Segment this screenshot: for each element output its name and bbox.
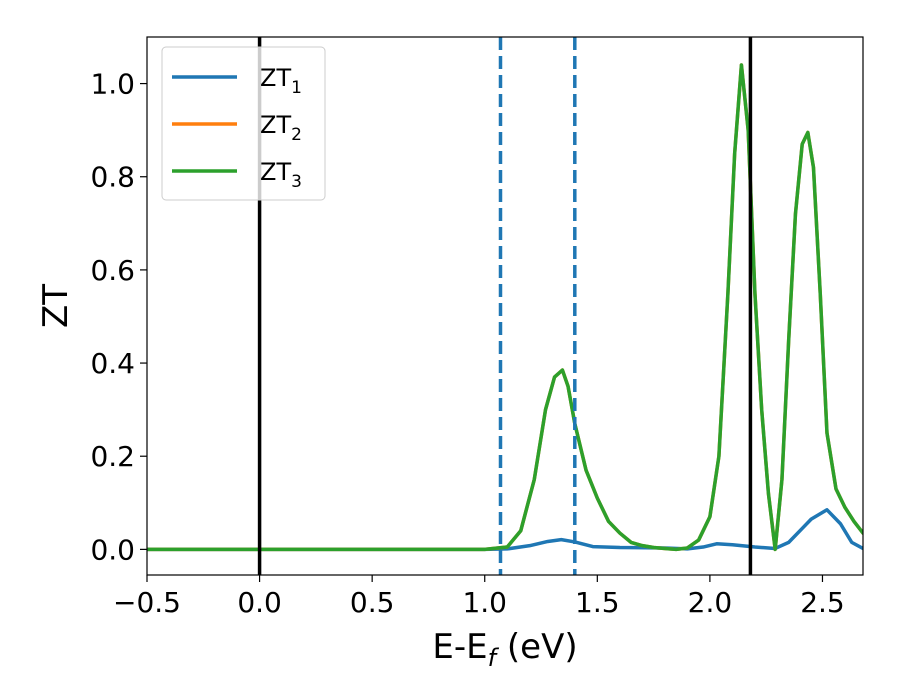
legend: ZT1 ZT2 ZT3	[161, 46, 326, 201]
x-tick-label: 1.5	[575, 586, 620, 619]
legend-box	[161, 46, 326, 201]
y-tick-label: 0.6	[90, 254, 135, 287]
x-axis-ticks: −0.5 0.0 0.5 1.0 1.5 2.0 2.5	[113, 575, 845, 619]
series-line-3	[147, 63, 863, 552]
x-tick-label: 1.0	[462, 586, 507, 619]
axes: −0.5 0.0 0.5 1.0 1.5 2.0 2.5 0.0 0.2 0.4 0.6 0.8 1.…	[90, 36, 864, 619]
x-tick-label: −0.5	[113, 586, 181, 619]
legend-label-2: ZT2	[260, 111, 302, 145]
y-tick-label: 0.2	[90, 440, 135, 473]
series-line-1	[147, 508, 863, 552]
axes-frame	[146, 36, 864, 576]
x-axis-label-unit: (eV)	[496, 627, 578, 667]
x-tick-label: 0.0	[237, 586, 282, 619]
legend-label-1: ZT1	[260, 64, 302, 98]
y-tick-label: 0.0	[90, 533, 135, 566]
x-axis-label-main: E-E	[432, 627, 487, 667]
legend-label-3: ZT3	[260, 158, 302, 192]
y-tick-label: 0.4	[90, 347, 135, 380]
y-axis-ticks: 0.0 0.2 0.4 0.6 0.8 1.0	[90, 68, 147, 566]
x-axis-label: E-Ef (eV)	[432, 627, 577, 672]
x-tick-label: 2.0	[688, 586, 733, 619]
x-tick-label: 0.5	[350, 586, 395, 619]
x-tick-label: 2.5	[800, 586, 845, 619]
y-axis-label: ZT	[36, 284, 76, 328]
y-tick-label: 1.0	[90, 68, 135, 101]
y-tick-label: 0.8	[90, 161, 135, 194]
